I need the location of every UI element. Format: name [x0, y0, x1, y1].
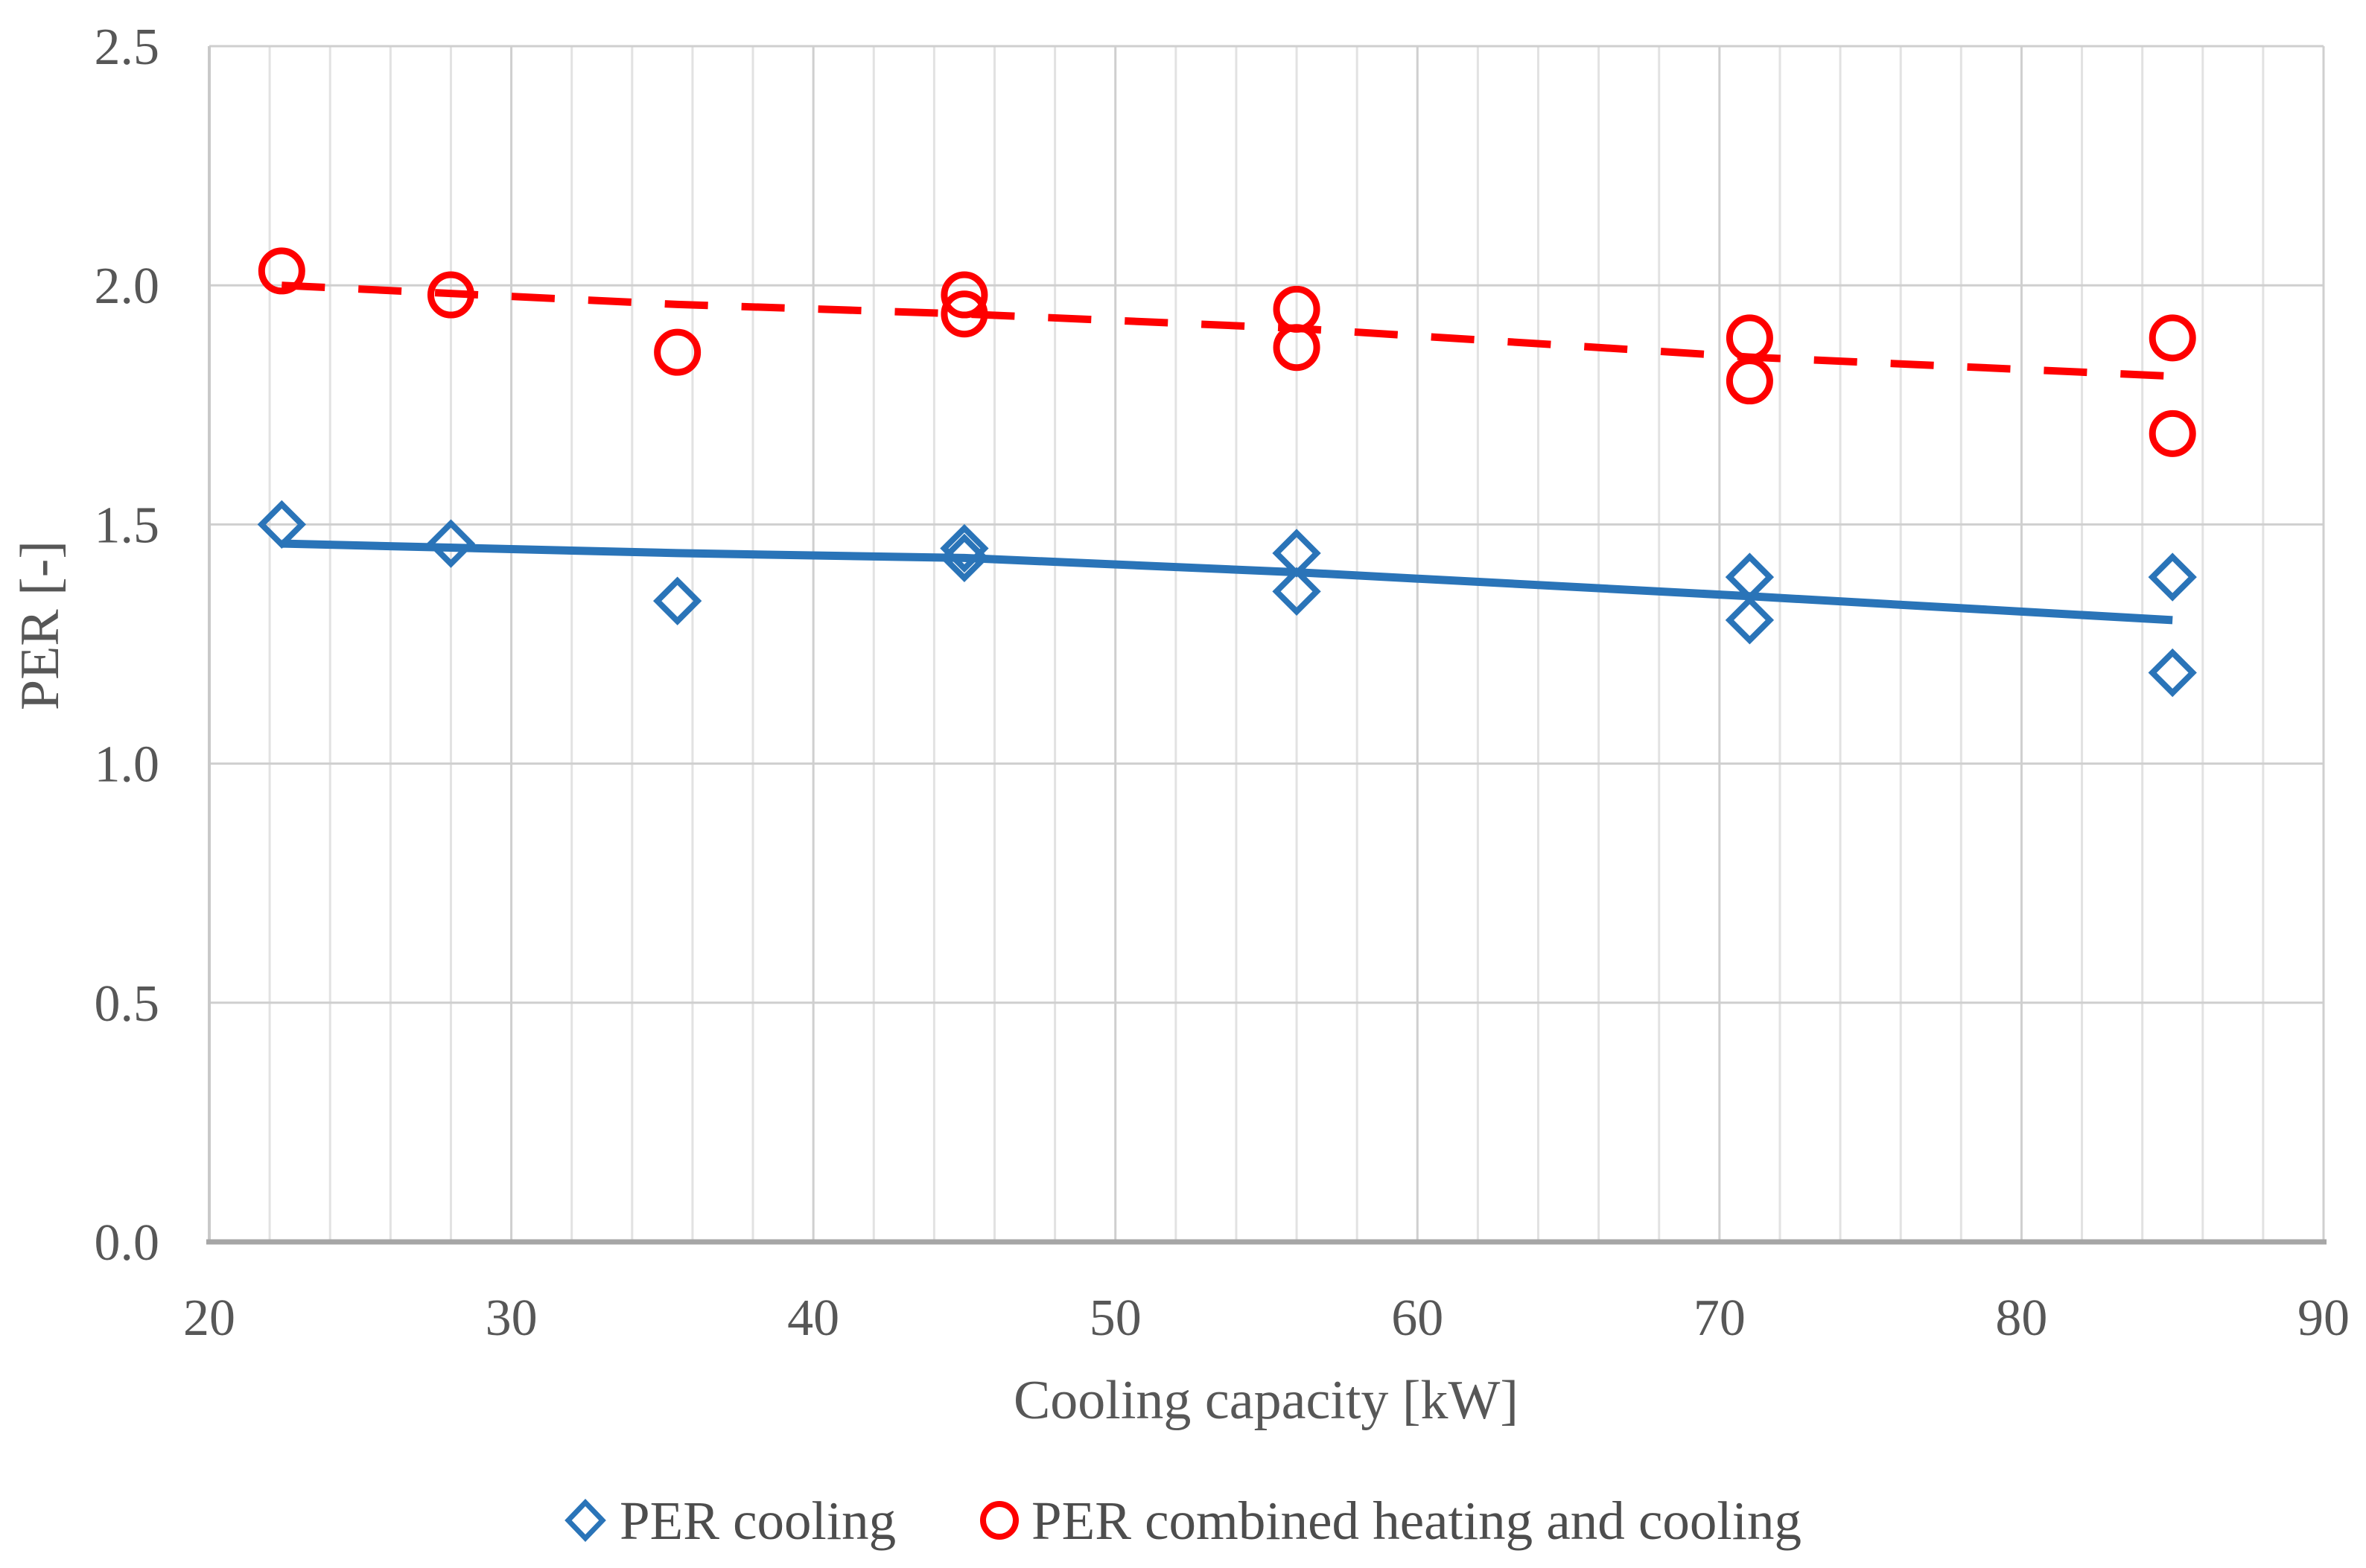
legend-circle-icon	[980, 1501, 1019, 1540]
y-tick-label: 0.0	[95, 1214, 160, 1272]
axes-layer	[206, 46, 2327, 1245]
x-tick-label: 80	[1995, 1290, 2047, 1347]
data-point-per-combined	[654, 328, 702, 376]
y-tick-label: 1.5	[95, 497, 160, 554]
y-tick-label: 2.0	[95, 258, 160, 315]
data-point-per-combined	[1726, 357, 1773, 405]
data-point-per-combined	[2149, 409, 2196, 457]
data-point-per-combined	[258, 247, 305, 295]
data-point-per-cooling	[1272, 567, 1321, 616]
data-point-per-cooling	[2148, 648, 2197, 698]
data-point-per-cooling	[1725, 596, 1775, 645]
gridlines-layer	[209, 45, 2325, 1242]
x-tick-label: 90	[2297, 1290, 2350, 1347]
x-tick-label: 50	[1090, 1290, 1142, 1347]
data-point-per-combined	[941, 290, 988, 338]
data-point-per-combined	[1273, 324, 1320, 372]
x-axis-title: Cooling capacity [kW]	[1014, 1370, 1518, 1431]
data-point-per-combined	[941, 271, 988, 319]
data-point-per-cooling	[940, 533, 989, 583]
data-point-per-cooling	[940, 523, 989, 573]
data-point-per-combined	[1726, 314, 1773, 362]
data-point-per-cooling	[652, 576, 702, 625]
x-tick-label: 60	[1391, 1290, 1443, 1347]
data-point-per-cooling	[2148, 552, 2197, 602]
y-axis-title: PER [-]	[10, 541, 71, 710]
x-tick-label: 40	[787, 1290, 839, 1347]
x-tick-label: 20	[183, 1290, 235, 1347]
y-tick-label: 2.5	[95, 19, 160, 76]
data-point-per-cooling	[426, 519, 476, 568]
x-tick-label: 30	[486, 1290, 538, 1347]
data-layer	[257, 247, 2197, 698]
data-point-per-cooling	[1725, 552, 1775, 602]
data-point-per-combined	[427, 271, 474, 319]
data-point-per-cooling	[257, 500, 306, 549]
trendline-per-cooling	[282, 539, 2173, 625]
legend-label-cooling: PER cooling	[620, 1491, 896, 1551]
x-tick-label: 70	[1694, 1290, 1746, 1347]
data-point-per-combined	[2149, 314, 2196, 362]
legend-diamond-icon	[565, 1498, 606, 1543]
legend: PER cooling PER combined heating and coo…	[565, 1491, 1801, 1551]
legend-label-combined: PER combined heating and cooling	[1031, 1491, 1801, 1551]
tick-labels-layer: 20 30 40 50 60 70 80 90 0.0 0.5 1.0 1.5 2.0 2.5	[95, 19, 2350, 1347]
y-tick-label: 1.0	[95, 736, 160, 794]
y-tick-label: 0.5	[95, 975, 160, 1033]
trendline-per-combined	[282, 281, 2173, 380]
